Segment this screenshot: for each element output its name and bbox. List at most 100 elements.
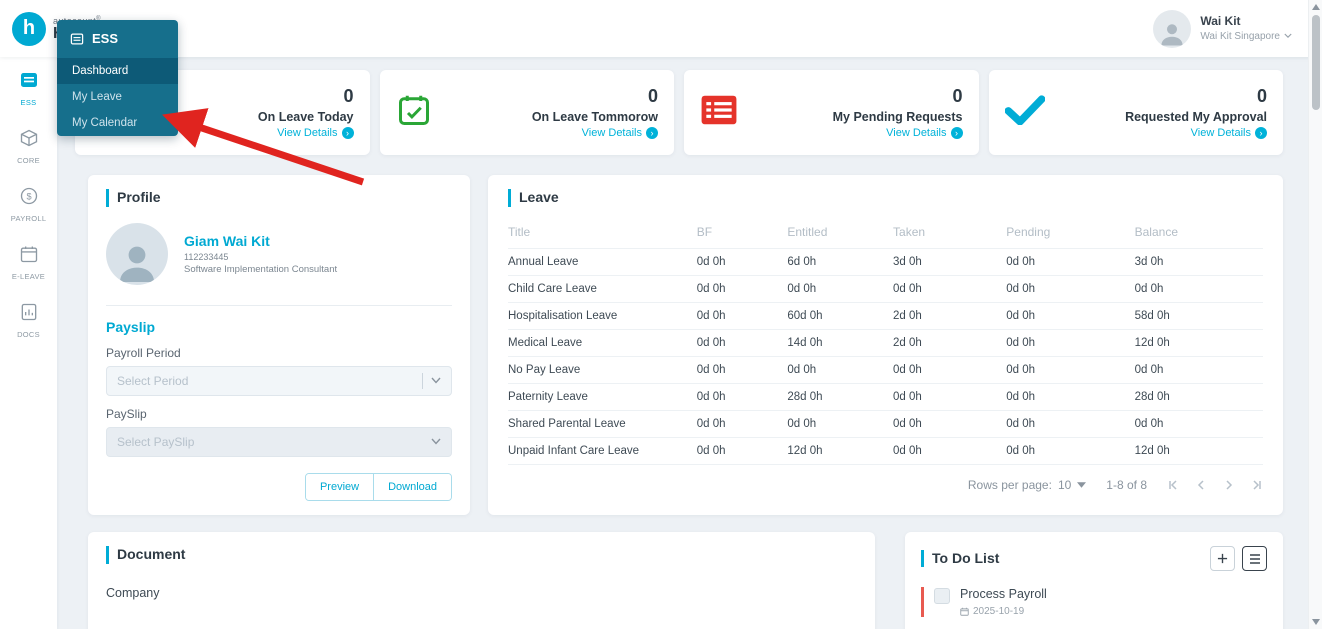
ess-flyout-menu: ESS Dashboard My Leave My Calendar	[57, 20, 178, 136]
request-list-icon	[700, 94, 738, 131]
svg-text:$: $	[26, 191, 31, 201]
previous-page-button[interactable]	[1195, 479, 1207, 491]
card-on-leave-tomorrow: 0 On Leave Tommorow View Details ›	[379, 70, 674, 155]
list-icon	[1249, 553, 1260, 564]
arrow-right-icon: ›	[646, 127, 658, 139]
sidebar-item-payroll[interactable]: $ PAYROLL	[0, 186, 57, 223]
col-taken: Taken	[893, 214, 1007, 249]
todo-card: To Do List Process Payroll 2025-10	[905, 532, 1283, 629]
card-label: On Leave Today	[257, 110, 354, 124]
flyout-title: ESS	[57, 20, 178, 58]
next-page-button[interactable]	[1223, 479, 1235, 491]
dollar-circle-icon: $	[20, 187, 37, 205]
download-button[interactable]: Download	[373, 474, 451, 500]
add-todo-button[interactable]	[1210, 546, 1235, 571]
person-icon	[120, 246, 154, 282]
card-label: Requested My Approval	[1125, 110, 1267, 124]
employee-role: Software Implementation Consultant	[184, 263, 338, 275]
view-details-link[interactable]: View Details ›	[833, 127, 963, 139]
employee-name: Giam Wai Kit	[184, 232, 270, 249]
menu-item-my-calendar[interactable]: My Calendar	[72, 117, 138, 129]
todo-item-date: 2025-10-19	[960, 606, 1047, 617]
card-label: My Pending Requests	[832, 110, 963, 124]
card-my-pending-requests: 0 My Pending Requests View Details ›	[684, 70, 979, 155]
divider	[106, 304, 452, 306]
calendar-icon	[20, 246, 37, 263]
sidebar-item-ess[interactable]: ESS	[0, 70, 57, 107]
chevron-down-icon	[431, 438, 441, 445]
table-row: No Pay Leave 0d 0h 0d 0h 0d 0h 0d 0h 0d 0h	[508, 356, 1263, 384]
last-page-button[interactable]	[1251, 479, 1263, 491]
todo-item: Process Payroll 2025-10-19	[921, 587, 1267, 617]
table-row: Annual Leave 0d 0h 6d 0h 3d 0h 0d 0h 3d 0h	[508, 248, 1263, 276]
payslip-select[interactable]: Select PaySlip	[106, 426, 452, 457]
todo-list-view-button[interactable]	[1242, 546, 1267, 571]
logo-icon: h	[12, 11, 46, 46]
first-page-button[interactable]	[1167, 479, 1179, 491]
employee-id: 112233445	[184, 251, 229, 262]
profile-avatar	[106, 222, 168, 285]
card-value: 0	[647, 86, 658, 106]
scrollbar-thumb[interactable]	[1312, 15, 1320, 110]
card-value: 0	[952, 86, 963, 106]
menu-item-my-leave[interactable]: My Leave	[72, 91, 122, 103]
cube-icon	[20, 129, 37, 147]
document-card: Document Company	[88, 532, 875, 629]
sidebar-item-docs[interactable]: DOCS	[0, 302, 57, 339]
rows-per-page-select[interactable]: Rows per page: 10	[968, 478, 1087, 492]
chevron-down-icon	[1284, 33, 1292, 39]
sidebar-item-e-leave[interactable]: E-LEAVE	[0, 244, 57, 281]
col-bf: BF	[696, 214, 788, 249]
todo-checkbox[interactable]	[934, 588, 950, 604]
ess-icon	[20, 73, 37, 87]
col-title: Title	[508, 214, 697, 249]
table-header-row: Title BF Entitled Taken Pending Balance	[508, 214, 1263, 249]
preview-button[interactable]: Preview	[305, 474, 374, 500]
profile-title: Profile	[106, 189, 452, 207]
view-details-link[interactable]: View Details ›	[532, 127, 658, 139]
table-row: Child Care Leave 0d 0h 0d 0h 0d 0h 0d 0h 0d 0…	[508, 275, 1263, 303]
menu-item-dashboard[interactable]: Dashboard	[57, 58, 178, 84]
card-value: 0	[343, 86, 354, 106]
vertical-scrollbar[interactable]	[1308, 0, 1322, 629]
scroll-down-arrow[interactable]	[1312, 619, 1320, 625]
user-menu[interactable]: Wai Kit Wai Kit Singapore	[1153, 9, 1292, 48]
payslip-heading: Payslip	[106, 318, 156, 335]
calendar-check-icon	[396, 92, 432, 133]
view-details-link[interactable]: View Details ›	[1125, 127, 1267, 139]
arrow-right-icon: ›	[950, 127, 963, 139]
scroll-up-arrow[interactable]	[1312, 4, 1320, 10]
view-details-link[interactable]: View Details ›	[258, 127, 354, 139]
table-row: Unpaid Infant Care Leave 0d 0h 12d 0h 0d 0h…	[508, 437, 1263, 465]
table-row: Paternity Leave 0d 0h 28d 0h 0d 0h 0d 0h 28d …	[508, 383, 1263, 411]
user-name: Wai Kit	[1200, 14, 1241, 29]
todo-title: To Do List	[921, 549, 999, 568]
arrow-right-icon: ›	[341, 127, 354, 139]
table-row: Shared Parental Leave 0d 0h 0d 0h 0d 0h 0d 0…	[508, 410, 1263, 438]
leave-card: Leave Title BF Entitled Taken Pending Ba…	[488, 175, 1283, 515]
summary-cards-row: 0 On Leave Today View Details › 0 On Leav…	[75, 70, 1283, 155]
leave-table: Title BF Entitled Taken Pending Balance …	[508, 214, 1263, 465]
todo-item-title: Process Payroll	[960, 587, 1047, 601]
payroll-period-select[interactable]: Select Period	[106, 365, 452, 396]
col-pending: Pending	[1006, 214, 1135, 249]
document-title: Document	[106, 546, 857, 564]
document-chart-icon	[21, 303, 36, 321]
plus-icon	[1217, 553, 1228, 564]
profile-card: Profile Giam Wai Kit 112233445 Software …	[88, 175, 470, 515]
chevron-down-icon	[431, 377, 441, 384]
person-icon	[1161, 23, 1183, 45]
card-requested-my-approval: 0 Requested My Approval View Details ›	[988, 70, 1283, 155]
pagination: Rows per page: 10 1-8 of 8	[508, 478, 1263, 492]
top-bar: h autocount® HR Wai Kit Wai Kit Singapor…	[0, 0, 1322, 57]
sidebar-item-core[interactable]: CORE	[0, 128, 57, 165]
calendar-icon	[960, 607, 969, 616]
middle-row: Profile Giam Wai Kit 112233445 Software …	[88, 175, 1283, 515]
sidebar: ESS CORE $ PAYROLL E-LEAVE DOCS	[0, 57, 57, 629]
user-org: Wai Kit Singapore	[1200, 30, 1292, 43]
leave-title: Leave	[508, 189, 1263, 207]
user-avatar	[1153, 9, 1192, 48]
card-label: On Leave Tommorow	[531, 110, 658, 124]
table-row: Medical Leave 0d 0h 14d 0h 2d 0h 0d 0h 12d 0h	[508, 329, 1263, 357]
company-label: Company	[106, 585, 160, 600]
